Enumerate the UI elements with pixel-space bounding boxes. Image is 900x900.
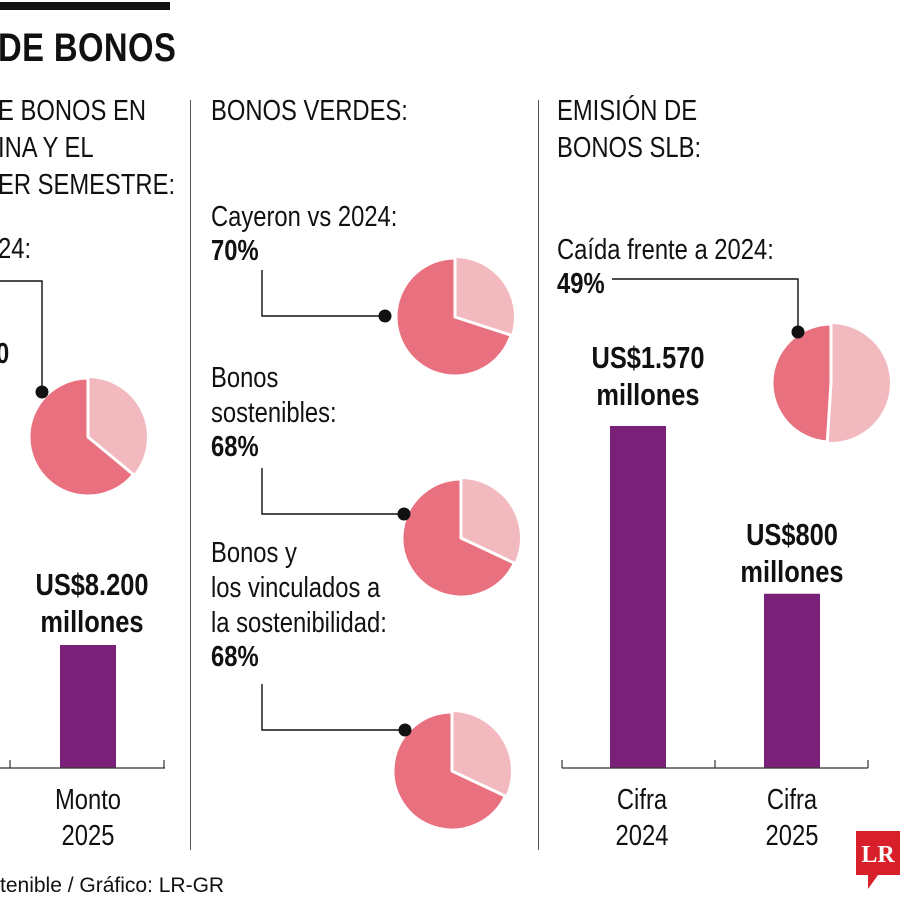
panel3-bar1-label-line: US$1.570 bbox=[591, 340, 705, 375]
panel2-leader-3-dot bbox=[398, 723, 412, 737]
panel3-pie-slice-main bbox=[770, 322, 833, 444]
page-title: DE BONOS bbox=[0, 26, 177, 70]
panel1-heading-line: INA Y EL bbox=[0, 132, 94, 164]
panel3-axis-label-2-line: 2025 bbox=[765, 820, 819, 852]
panel2-heading: BONOS VERDES: bbox=[211, 95, 408, 127]
panel2-leader-2-line bbox=[261, 468, 404, 515]
panel2-item-2: Bonos sostenibles: 68% bbox=[211, 361, 337, 464]
panel1-label: 24: bbox=[0, 233, 32, 265]
panel2-item-3-label: Bonos y bbox=[211, 537, 297, 569]
panel1-bar-label-line: millones bbox=[40, 604, 144, 639]
panel2-item-2-pct: 68% bbox=[211, 431, 259, 463]
panel2-pie-2-slice-main bbox=[400, 477, 516, 599]
panel3-axis-label-1-line: Cifra bbox=[616, 784, 668, 816]
panel2-item-3-pct: 68% bbox=[211, 641, 259, 673]
panel1-axis-label-line: 2025 bbox=[61, 820, 115, 852]
panel2-pie-1-slice-main bbox=[394, 256, 513, 378]
column-divider-2 bbox=[538, 100, 539, 850]
panel1-bar bbox=[60, 645, 116, 768]
panel1-leader-line bbox=[0, 280, 43, 392]
panel1-pct: 0 bbox=[0, 338, 9, 371]
panel3-heading: EMISIÓN DE BONOS SLB: bbox=[557, 93, 701, 167]
panel3-axis-label-1: Cifra 2024 bbox=[576, 782, 707, 854]
panel3-heading-line: BONOS SLB: bbox=[557, 132, 702, 164]
panel2-pie-3-slice-main bbox=[391, 710, 507, 832]
lr-logo-text: LR bbox=[861, 842, 895, 868]
header-rule bbox=[0, 2, 170, 10]
panel2-leader-3-line bbox=[261, 684, 405, 731]
panel3-pct: 49% bbox=[557, 268, 605, 300]
panel1-bar-label-line: US$8.200 bbox=[35, 567, 149, 602]
panel2-item-2-label: sostenibles: bbox=[211, 397, 337, 429]
panel1-heading-line: E BONOS EN bbox=[0, 95, 147, 127]
panel3-axis-label-2-line: Cifra bbox=[766, 784, 818, 816]
panel2-item-3: Bonos y los vinculados a la sostenibilid… bbox=[211, 536, 387, 674]
panel1-bar-label: US$8.200 millones bbox=[14, 566, 170, 640]
panel3-bar1-label: US$1.570 millones bbox=[566, 339, 730, 413]
panel1-heading-line: ER SEMESTRE: bbox=[0, 169, 176, 201]
panel2-item-2-label: Bonos bbox=[211, 362, 279, 394]
panel1-axis-label-line: Monto bbox=[54, 784, 122, 816]
panel2-leader-1-line bbox=[261, 270, 385, 317]
panel2-item-1-pct: 70% bbox=[211, 235, 259, 267]
panel3-axis-label-1-line: 2024 bbox=[615, 820, 669, 852]
panel3-bar2-label-line: US$800 bbox=[746, 517, 838, 552]
panel3-bar2-label-line: millones bbox=[740, 554, 844, 589]
panel3-bar-1 bbox=[610, 426, 666, 768]
panel1-leader-dot bbox=[35, 385, 49, 399]
panel1-pie-slice-main bbox=[27, 376, 135, 498]
panel2-leader-1-dot bbox=[378, 309, 392, 323]
panel2-item-3-label: los vinculados a bbox=[211, 572, 381, 604]
panel3-item: Caída frente a 2024: 49% bbox=[557, 233, 774, 301]
panel2-item-1: Cayeron vs 2024: 70% bbox=[211, 200, 397, 268]
panel3-bar1-label-line: millones bbox=[596, 377, 700, 412]
column-divider-1 bbox=[190, 100, 191, 850]
source-credit: tenible / Gráfico: LR-GR bbox=[0, 874, 225, 897]
panel2-item-1-label: Cayeron vs 2024: bbox=[211, 201, 398, 233]
panel3-axis-label-2: Cifra 2025 bbox=[726, 782, 857, 854]
panel2-item-3-label: la sostenibilidad: bbox=[211, 607, 387, 639]
panel2-leader-2-dot bbox=[397, 507, 411, 521]
panel3-bar-2 bbox=[764, 593, 820, 768]
lr-logo: LR bbox=[856, 831, 900, 889]
panel3-leader-dot bbox=[791, 325, 805, 339]
panel1-heading: E BONOS EN INA Y EL ER SEMESTRE: bbox=[0, 93, 175, 204]
panel3-label: Caída frente a 2024: bbox=[557, 234, 774, 266]
panel3-heading-line: EMISIÓN DE bbox=[557, 95, 698, 127]
panel3-bar2-label: US$800 millones bbox=[710, 516, 874, 590]
panel1-axis-label: Monto 2025 bbox=[14, 782, 162, 854]
panel3-leader-line bbox=[612, 278, 799, 332]
